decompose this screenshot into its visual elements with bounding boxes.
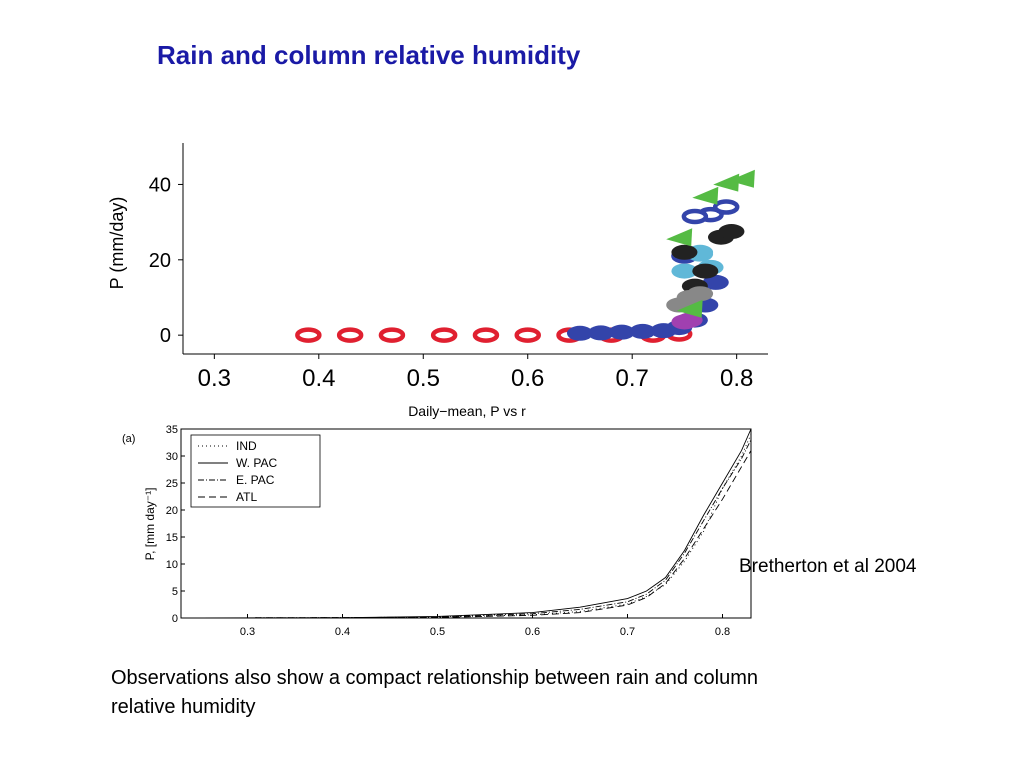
legend-label: IND (236, 439, 257, 453)
x-tick-label: 0.4 (302, 365, 335, 392)
y-ticks: 0 5 10 15 20 25 30 35 (166, 424, 185, 625)
plot-frame (180, 428, 752, 619)
y-tick-label: 20 (166, 505, 178, 517)
x-tick-label: 0.5 (430, 626, 445, 638)
x-ticks: 0.3 0.4 0.5 0.6 0.7 0.8 (198, 354, 753, 392)
scatter-point-s7-1 (692, 186, 719, 205)
x-tick-label: 0.3 (198, 365, 231, 392)
citation: Bretherton et al 2004 (739, 556, 917, 577)
line-chart: 0.3 0.4 0.5 0.6 0.7 0.8 0 5 10 15 20 25 30 35 (a) P,… (122, 424, 752, 638)
series-line-0 (199, 434, 752, 619)
x-ticks: 0.3 0.4 0.5 0.6 0.7 0.8 (240, 614, 730, 638)
scatter-point-s1-0 (566, 325, 593, 341)
legend-box (190, 434, 321, 508)
scatter-point-s2-2 (681, 208, 709, 225)
scatter-point-s7-3 (728, 169, 755, 188)
legend: IND W. PAC E. PAC ATL (190, 434, 321, 508)
x-tick-label: 0.7 (620, 626, 635, 638)
scatter-point-s4-1 (692, 263, 719, 279)
scatter-point-s0-5 (514, 327, 541, 343)
x-tick-label: 0.5 (407, 365, 440, 392)
x-tick-label: 0.4 (335, 626, 350, 638)
scatter-point-s0-0 (295, 327, 322, 343)
y-tick-label: 40 (149, 174, 171, 196)
scatter-point-s3-0 (671, 263, 698, 279)
scatter-marks (295, 169, 755, 343)
y-axis-label: P (mm/day) (107, 197, 127, 290)
scatter-point-s4-3 (718, 224, 745, 240)
scatter-point-s5-1 (687, 286, 714, 302)
scatter-point-s7-2 (713, 173, 740, 192)
y-tick-label: 10 (166, 559, 178, 571)
y-tick-label: 0 (160, 325, 171, 347)
y-tick-label: 0 (172, 613, 178, 625)
scatter-point-s4-4 (671, 244, 698, 260)
x-tick-label: 0.8 (720, 365, 753, 392)
x-tick-label: 0.6 (525, 626, 540, 638)
scatter-point-s0-1 (336, 327, 364, 343)
y-tick-label: 5 (172, 586, 178, 598)
y-tick-label: 20 (149, 250, 171, 272)
x-tick-label: 0.3 (240, 626, 255, 638)
x-tick-label: 0.7 (616, 365, 649, 392)
panel-label: (a) (122, 433, 135, 445)
x-tick-label: 0.8 (715, 626, 730, 638)
scatter-point-s2-3 (712, 199, 740, 215)
scatter-point-s1-2 (608, 324, 635, 340)
y-tick-label: 15 (166, 532, 178, 544)
y-ticks: 0 20 40 (149, 174, 183, 347)
scatter-point-s0-4 (472, 327, 500, 343)
scatter-point-s6-1 (676, 312, 703, 328)
x-axis-label: Daily−mean, P vs r (408, 403, 526, 419)
series-line-2 (199, 439, 752, 619)
y-axis-label: P, [mm day⁻¹] (143, 488, 157, 561)
scatter-point-s1-3 (629, 323, 656, 339)
scatter-point-s7-4 (676, 299, 703, 318)
scatter-chart: 0.3 0.4 0.5 0.6 0.7 0.8 0 20 40 P (mm/day) Dail… (107, 143, 768, 419)
scatter-point-s7-0 (666, 228, 693, 247)
caption: Observations also show a compact relatio… (111, 667, 759, 718)
y-tick-label: 35 (166, 424, 178, 436)
legend-label: E. PAC (236, 473, 275, 487)
x-tick-label: 0.6 (511, 365, 544, 392)
slide-title: Rain and column relative humidity (157, 40, 581, 70)
y-tick-label: 30 (166, 451, 178, 463)
scatter-point-s1-1 (587, 325, 614, 341)
legend-label: W. PAC (236, 456, 277, 470)
scatter-point-s0-3 (430, 327, 458, 343)
scatter-point-s1-8 (702, 274, 729, 290)
y-tick-label: 25 (166, 478, 178, 490)
scatter-point-s0-2 (378, 327, 406, 343)
legend-label: ATL (236, 490, 257, 504)
